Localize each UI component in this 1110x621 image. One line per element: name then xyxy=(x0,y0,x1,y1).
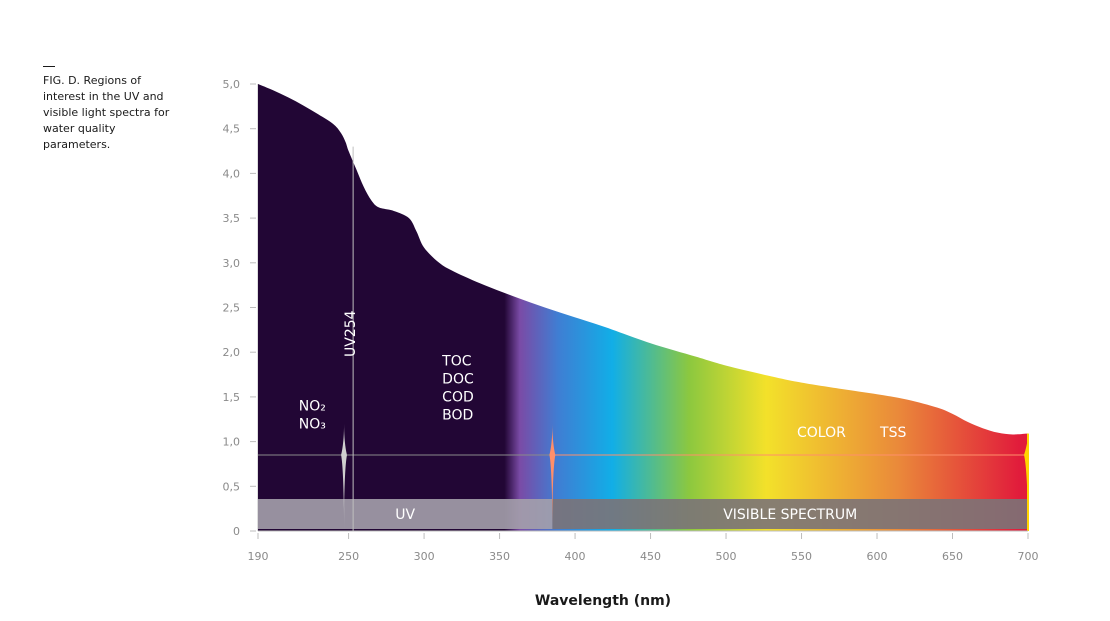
x-axis: 190 250 300 350 400 450 500 550 600 650 700 xyxy=(248,530,1039,563)
y-tick-label: 2,0 xyxy=(223,346,241,359)
parameter-label: BOD xyxy=(442,408,473,424)
y-tick-label: 0,5 xyxy=(223,480,241,493)
y-tick-label: 1,5 xyxy=(223,391,241,404)
y-axis: 0 0,5 1,0 1,5 2,0 2,5 3,0 3,5 4,0 4,5 5,0 xyxy=(223,78,259,538)
uv-band-label: UV xyxy=(395,507,415,523)
x-tick-label: 190 xyxy=(248,550,269,563)
x-tick-label: 500 xyxy=(716,550,737,563)
y-tick-label: 3,5 xyxy=(223,212,241,225)
x-tick-label: 600 xyxy=(867,550,888,563)
x-tick-label: 300 xyxy=(414,550,435,563)
x-axis-title: Wavelength (nm) xyxy=(535,593,671,609)
x-tick-label: 400 xyxy=(565,550,586,563)
parameter-label: TOC xyxy=(441,354,472,370)
uv-band xyxy=(258,499,553,529)
figure-caption: FIG. D. Regions of interest in the UV an… xyxy=(43,66,173,153)
y-tick-label: 4,5 xyxy=(223,123,241,136)
nox-peak-marker xyxy=(341,423,348,531)
uv254-label: UV254 xyxy=(343,310,359,357)
spectrum-area xyxy=(258,84,1028,531)
x-tick-label: 650 xyxy=(942,550,963,563)
caption-dash xyxy=(43,66,55,67)
parameter-label: TSS xyxy=(879,425,906,441)
visible-band-label: VISIBLE SPECTRUM xyxy=(723,507,857,523)
parameter-labels: NO₂ NO₃ TOC DOC COD BOD COLOR TSS xyxy=(299,354,907,442)
parameter-label: NO₃ xyxy=(299,416,326,432)
visible-band xyxy=(552,499,1028,529)
y-tick-label: 3,0 xyxy=(223,257,241,270)
x-tick-label: 450 xyxy=(640,550,661,563)
y-tick-label: 0 xyxy=(233,525,240,538)
y-tick-label: 4,0 xyxy=(223,167,241,180)
y-tick-label: 2,5 xyxy=(223,302,241,315)
y-tick-label: 1,0 xyxy=(223,436,241,449)
parameter-label: DOC xyxy=(442,372,474,388)
caption-text: FIG. D. Regions of interest in the UV an… xyxy=(43,74,170,151)
x-tick-label: 550 xyxy=(791,550,812,563)
x-tick-label: 700 xyxy=(1018,550,1039,563)
parameter-label: COLOR xyxy=(797,425,846,441)
x-tick-label: 350 xyxy=(489,550,510,563)
parameter-label: NO₂ xyxy=(299,398,326,414)
uv-visible-boundary-peak xyxy=(549,423,556,531)
y-tick-label: 5,0 xyxy=(223,78,241,91)
parameter-label: COD xyxy=(442,390,474,406)
x-tick-label: 250 xyxy=(338,550,359,563)
